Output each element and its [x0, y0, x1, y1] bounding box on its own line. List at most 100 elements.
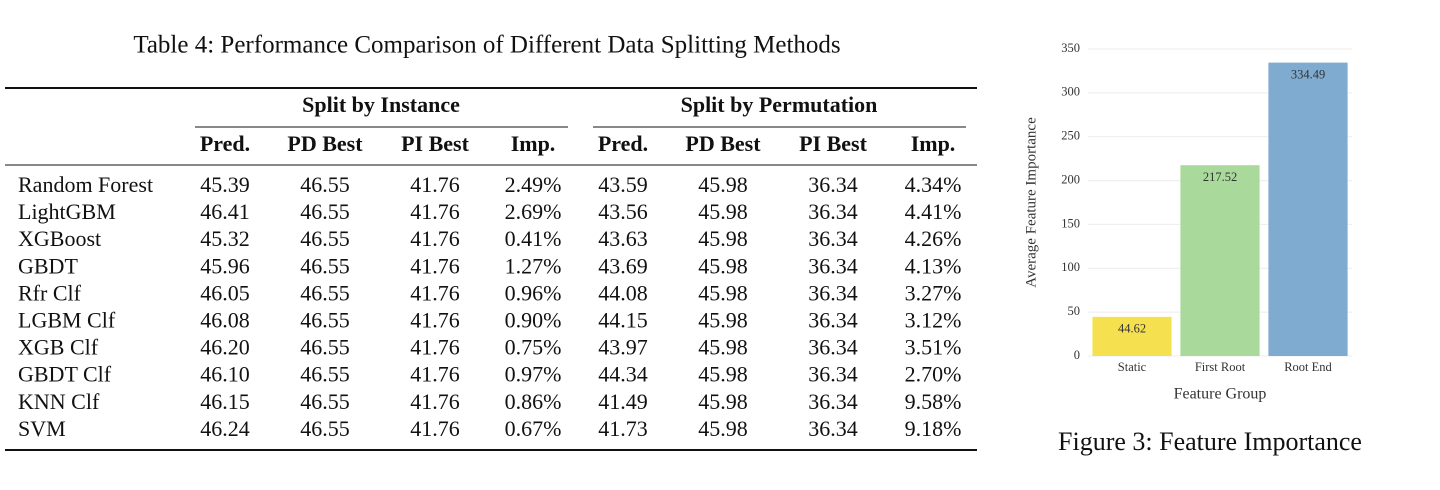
y-tick-label: 50 — [1068, 304, 1081, 318]
table-cell: 44.08 — [598, 280, 648, 305]
table-cell: 45.98 — [698, 416, 748, 441]
bar — [1268, 62, 1348, 356]
value-label: 217.52 — [1203, 170, 1237, 184]
row-label: GBDT — [18, 253, 78, 278]
row-label: LightGBM — [18, 199, 116, 224]
table-cell: 0.86% — [505, 389, 562, 414]
table-cell: 36.34 — [808, 280, 858, 305]
table-cell: 41.76 — [410, 389, 460, 414]
table-cell: 4.13% — [905, 253, 962, 278]
row-label: Rfr Clf — [18, 280, 82, 305]
table-cell: 45.98 — [698, 226, 748, 251]
row-label: KNN Clf — [18, 389, 100, 414]
value-label: 334.49 — [1291, 67, 1325, 81]
table-cell: 43.69 — [598, 253, 648, 278]
table-cell: 45.98 — [698, 172, 748, 197]
table-cell: 46.55 — [300, 389, 350, 414]
table-cell: 46.10 — [200, 362, 250, 387]
table-cell: 36.34 — [808, 389, 858, 414]
y-axis-label: Average Feature Importance — [1023, 117, 1039, 288]
table-cell: 46.55 — [300, 226, 350, 251]
table-cell: 3.27% — [905, 280, 962, 305]
table-cell: 46.55 — [300, 335, 350, 360]
table-cell: 44.15 — [598, 308, 648, 333]
y-tick-label: 300 — [1061, 85, 1080, 99]
column-header: Pred. — [200, 131, 250, 156]
table-cell: 36.34 — [808, 416, 858, 441]
table-cell: 46.41 — [200, 199, 250, 224]
table-cell: 41.76 — [410, 226, 460, 251]
table-cell: 1.27% — [505, 253, 562, 278]
table-cell: 45.96 — [200, 253, 250, 278]
y-tick-label: 200 — [1061, 172, 1080, 186]
table-cell: 45.32 — [200, 226, 250, 251]
table-cell: 43.63 — [598, 226, 648, 251]
table-cell: 41.73 — [598, 416, 648, 441]
x-tick-label: Root End — [1284, 360, 1332, 374]
column-header: Imp. — [911, 131, 956, 156]
column-header: PI Best — [799, 131, 868, 156]
table-cell: 45.98 — [698, 253, 748, 278]
table-cell: 4.41% — [905, 199, 962, 224]
table-cell: 45.98 — [698, 199, 748, 224]
table-cell: 46.55 — [300, 199, 350, 224]
table-cell: 3.51% — [905, 335, 962, 360]
table-cell: 46.24 — [200, 416, 250, 441]
bar — [1180, 165, 1260, 356]
table-cell: 46.55 — [300, 280, 350, 305]
table-cell: 36.34 — [808, 226, 858, 251]
table-cell: 46.55 — [300, 253, 350, 278]
table-cell: 43.97 — [598, 335, 648, 360]
bar — [1092, 316, 1172, 356]
column-header: PD Best — [685, 131, 761, 156]
row-label: Random Forest — [18, 172, 153, 197]
table-cell: 36.34 — [808, 199, 858, 224]
table-cell: 41.76 — [410, 199, 460, 224]
table-cell: 46.55 — [300, 172, 350, 197]
group-header: Split by Permutation — [681, 92, 878, 117]
table-cell: 9.58% — [905, 389, 962, 414]
row-label: GBDT Clf — [18, 362, 112, 387]
table-cell: 41.76 — [410, 172, 460, 197]
table-cell: 36.34 — [808, 335, 858, 360]
table-cell: 41.49 — [598, 389, 648, 414]
table-cell: 45.98 — [698, 308, 748, 333]
table-cell: 46.55 — [300, 416, 350, 441]
table-cell: 3.12% — [905, 308, 962, 333]
table-cell: 46.55 — [300, 362, 350, 387]
table-cell: 45.98 — [698, 335, 748, 360]
table-cell: 41.76 — [410, 362, 460, 387]
row-label: LGBM Clf — [18, 308, 116, 333]
table-cell: 45.39 — [200, 172, 250, 197]
table-cell: 36.34 — [808, 172, 858, 197]
table-cell: 36.34 — [808, 308, 858, 333]
table-cell: 0.67% — [505, 416, 562, 441]
x-tick-label: First Root — [1195, 360, 1246, 374]
table-cell: 45.98 — [698, 280, 748, 305]
group-header: Split by Instance — [302, 92, 460, 117]
table-cell: 46.55 — [300, 308, 350, 333]
column-header: PD Best — [287, 131, 363, 156]
table-cell: 9.18% — [905, 416, 962, 441]
row-label: XGBoost — [18, 226, 101, 251]
table-cell: 46.08 — [200, 308, 250, 333]
table-cell: 4.34% — [905, 172, 962, 197]
table-cell: 0.96% — [505, 280, 562, 305]
y-tick-label: 350 — [1061, 41, 1080, 55]
table-caption: Table 4: Performance Comparison of Diffe… — [133, 32, 840, 59]
y-tick-label: 0 — [1074, 348, 1080, 362]
table-cell: 41.76 — [410, 416, 460, 441]
x-axis-label: Feature Group — [1174, 386, 1267, 403]
table-cell: 0.41% — [505, 226, 562, 251]
value-label: 44.62 — [1118, 322, 1146, 336]
table-cell: 36.34 — [808, 253, 858, 278]
table-cell: 4.26% — [905, 226, 962, 251]
column-header: Imp. — [511, 131, 556, 156]
table-cell: 36.34 — [808, 362, 858, 387]
y-tick-label: 250 — [1061, 129, 1080, 143]
table-cell: 43.56 — [598, 199, 648, 224]
table-cell: 2.69% — [505, 199, 562, 224]
x-tick-label: Static — [1118, 360, 1147, 374]
